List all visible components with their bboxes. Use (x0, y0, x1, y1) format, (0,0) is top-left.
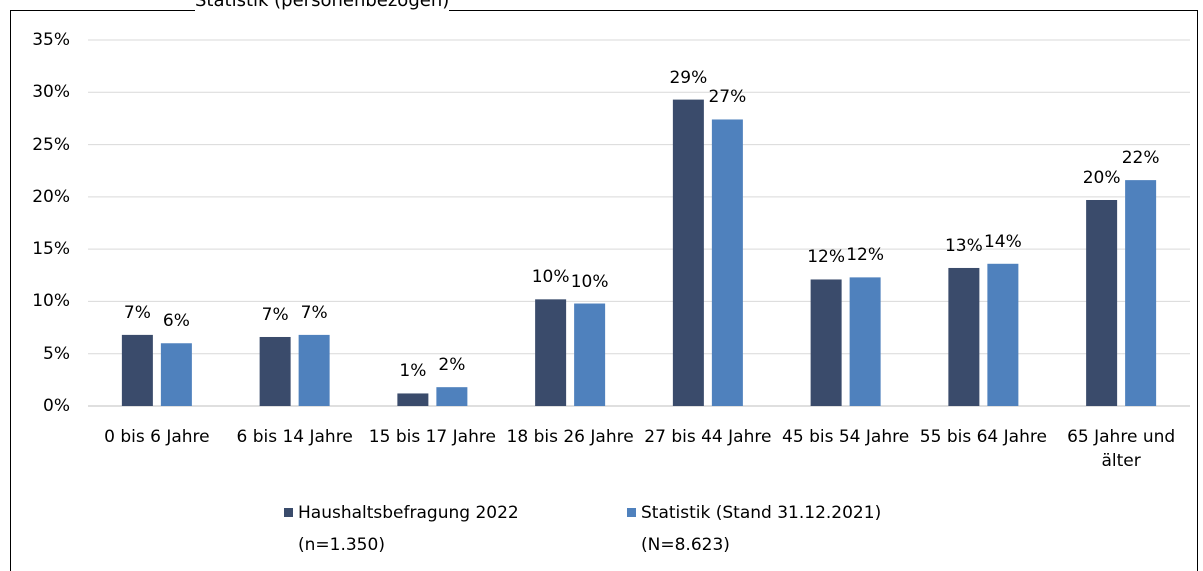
x-tick-label: 27 bis 44 Jahre (644, 427, 772, 447)
y-tick-label: 15% (32, 239, 70, 260)
y-tick-label: 0% (43, 396, 70, 416)
bar (810, 279, 842, 406)
x-tick-label: 65 Jahre und älter (1067, 427, 1176, 471)
bar (397, 393, 429, 406)
data-label: 7% (123, 302, 151, 323)
x-tick-label: 6 bis 14 Jahre (236, 427, 353, 447)
data-label: 2% (438, 355, 466, 376)
y-tick-label: 25% (32, 134, 70, 155)
data-label: 7% (261, 304, 289, 325)
x-tick-label: 55 bis 64 Jahre (919, 427, 1047, 447)
legend-label: Statistik (Stand 31.12.2021) (N=8.623) (641, 503, 882, 555)
bar (574, 303, 606, 406)
data-label: 14% (983, 231, 1022, 252)
y-tick-label: 5% (43, 343, 70, 364)
bar (672, 99, 704, 406)
data-label: 12% (807, 247, 846, 268)
data-label: 10% (570, 271, 609, 292)
x-tick-label: 45 bis 54 Jahre (782, 427, 910, 447)
bar (298, 334, 330, 406)
legend-swatch (627, 508, 636, 517)
data-label: 6% (162, 311, 190, 332)
bar (948, 267, 980, 406)
y-tick-label: 20% (32, 186, 70, 207)
y-tick-label: 10% (32, 291, 70, 312)
bar (1125, 180, 1157, 406)
legend-swatch (284, 508, 293, 517)
data-label: 22% (1121, 148, 1160, 169)
bar (1086, 199, 1118, 406)
bar (711, 119, 743, 406)
chart-frame (10, 10, 1198, 571)
data-label: 13% (944, 235, 983, 256)
data-label: 12% (846, 245, 885, 266)
data-label: 7% (300, 302, 328, 323)
y-tick-label: 30% (32, 82, 70, 103)
data-label: 1% (399, 361, 427, 382)
data-label: 10% (531, 267, 570, 288)
y-tick-label: 35% (32, 30, 70, 50)
bar (436, 387, 468, 406)
bar (987, 263, 1019, 406)
data-label: 29% (669, 67, 708, 88)
bar (121, 334, 153, 406)
chart-title: Statistik (personenbezogen) (195, 0, 450, 11)
data-label: 20% (1082, 167, 1121, 188)
bar (849, 277, 881, 406)
legend-label: Haushaltsbefragung 2022 (n=1.350) (298, 503, 519, 555)
bar (535, 299, 567, 406)
x-tick-label: 15 bis 17 Jahre (368, 427, 496, 447)
x-tick-label: 0 bis 6 Jahre (104, 427, 210, 447)
bar (160, 343, 192, 406)
data-label: 27% (708, 87, 747, 108)
bar (259, 336, 291, 406)
x-tick-label: 18 bis 26 Jahre (506, 427, 634, 447)
